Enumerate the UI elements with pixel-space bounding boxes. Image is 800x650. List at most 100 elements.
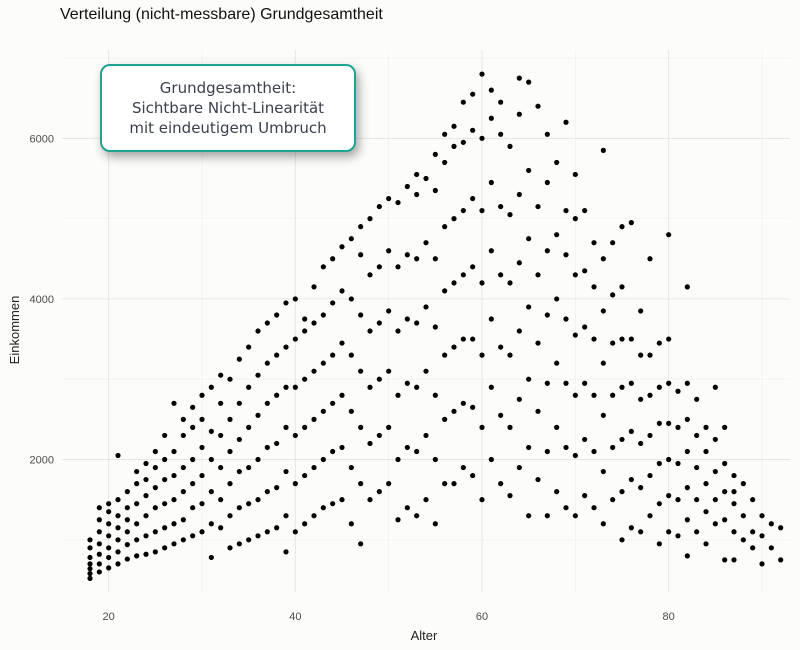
data-point xyxy=(432,521,438,527)
data-point xyxy=(87,554,93,561)
data-point xyxy=(460,272,466,278)
data-point xyxy=(582,493,588,499)
data-point xyxy=(619,489,625,495)
data-point xyxy=(171,448,177,455)
data-point xyxy=(666,232,672,238)
data-point xyxy=(423,304,429,310)
data-point xyxy=(395,456,401,463)
data-point xyxy=(348,521,354,527)
data-point xyxy=(666,380,672,386)
data-point xyxy=(87,570,93,577)
data-point xyxy=(544,179,550,186)
data-point xyxy=(348,296,354,302)
data-point xyxy=(264,489,270,495)
data-point xyxy=(199,416,205,422)
data-point xyxy=(638,485,644,491)
data-point xyxy=(582,436,588,443)
data-point xyxy=(376,489,382,495)
data-point xyxy=(320,408,326,414)
data-point xyxy=(712,384,718,390)
data-point xyxy=(320,264,326,270)
data-point xyxy=(115,549,121,555)
data-point xyxy=(442,224,448,230)
data-point xyxy=(404,316,410,322)
data-point xyxy=(246,384,252,390)
data-point xyxy=(647,392,653,398)
data-point xyxy=(507,493,513,499)
data-point xyxy=(190,456,196,463)
data-point xyxy=(96,517,102,523)
data-point xyxy=(236,541,242,547)
data-point xyxy=(554,360,560,366)
data-point xyxy=(218,525,224,531)
data-point xyxy=(348,408,354,414)
data-point xyxy=(180,432,186,439)
data-point xyxy=(87,545,93,551)
x-axis-label: Alter xyxy=(411,628,438,643)
data-point xyxy=(134,537,140,543)
data-point xyxy=(274,392,280,398)
data-point xyxy=(526,444,532,451)
data-point xyxy=(460,99,466,105)
data-point xyxy=(283,384,289,390)
data-point xyxy=(442,131,448,137)
data-point xyxy=(367,440,373,447)
data-point xyxy=(162,545,168,551)
data-point xyxy=(563,505,569,511)
data-point xyxy=(124,556,130,562)
data-point xyxy=(628,476,634,483)
data-point xyxy=(600,308,606,314)
data-point xyxy=(386,308,392,314)
data-point xyxy=(554,159,560,166)
data-point xyxy=(302,424,308,430)
data-point xyxy=(684,485,690,491)
x-tick-label: 60 xyxy=(476,611,488,623)
data-point xyxy=(404,505,410,511)
data-point xyxy=(404,252,410,258)
data-point xyxy=(311,320,317,326)
data-point xyxy=(722,460,728,467)
data-point xyxy=(190,481,196,487)
data-point xyxy=(656,541,662,547)
data-point xyxy=(675,533,681,539)
data-point xyxy=(330,400,336,406)
data-point xyxy=(348,464,354,471)
data-point xyxy=(778,557,784,563)
data-point xyxy=(330,300,336,306)
data-point xyxy=(442,416,448,422)
data-point xyxy=(666,420,672,426)
data-point xyxy=(703,448,709,455)
x-tick-label: 20 xyxy=(103,611,115,623)
data-point xyxy=(740,537,746,543)
data-point xyxy=(330,501,336,507)
data-point xyxy=(292,529,298,535)
data-point xyxy=(516,328,522,334)
data-point xyxy=(610,240,616,246)
data-point xyxy=(498,412,504,418)
data-point xyxy=(152,485,158,491)
data-point xyxy=(171,521,177,527)
data-point xyxy=(703,541,709,547)
data-point xyxy=(106,533,112,539)
data-point xyxy=(386,424,392,430)
data-point xyxy=(554,424,560,430)
data-point xyxy=(479,207,485,214)
data-point xyxy=(488,115,494,121)
data-point xyxy=(162,525,168,531)
data-point xyxy=(628,220,634,226)
data-point xyxy=(600,468,606,475)
data-point xyxy=(227,448,233,455)
data-point xyxy=(591,392,597,398)
data-point xyxy=(180,537,186,543)
data-point xyxy=(376,264,382,270)
data-point xyxy=(395,392,401,398)
data-point xyxy=(516,75,522,81)
data-point xyxy=(246,501,252,507)
data-point xyxy=(180,464,186,471)
data-point xyxy=(134,521,140,527)
data-point xyxy=(722,517,728,523)
data-point xyxy=(451,344,457,350)
data-point xyxy=(591,284,597,290)
data-point xyxy=(255,533,261,539)
data-point xyxy=(274,312,280,318)
